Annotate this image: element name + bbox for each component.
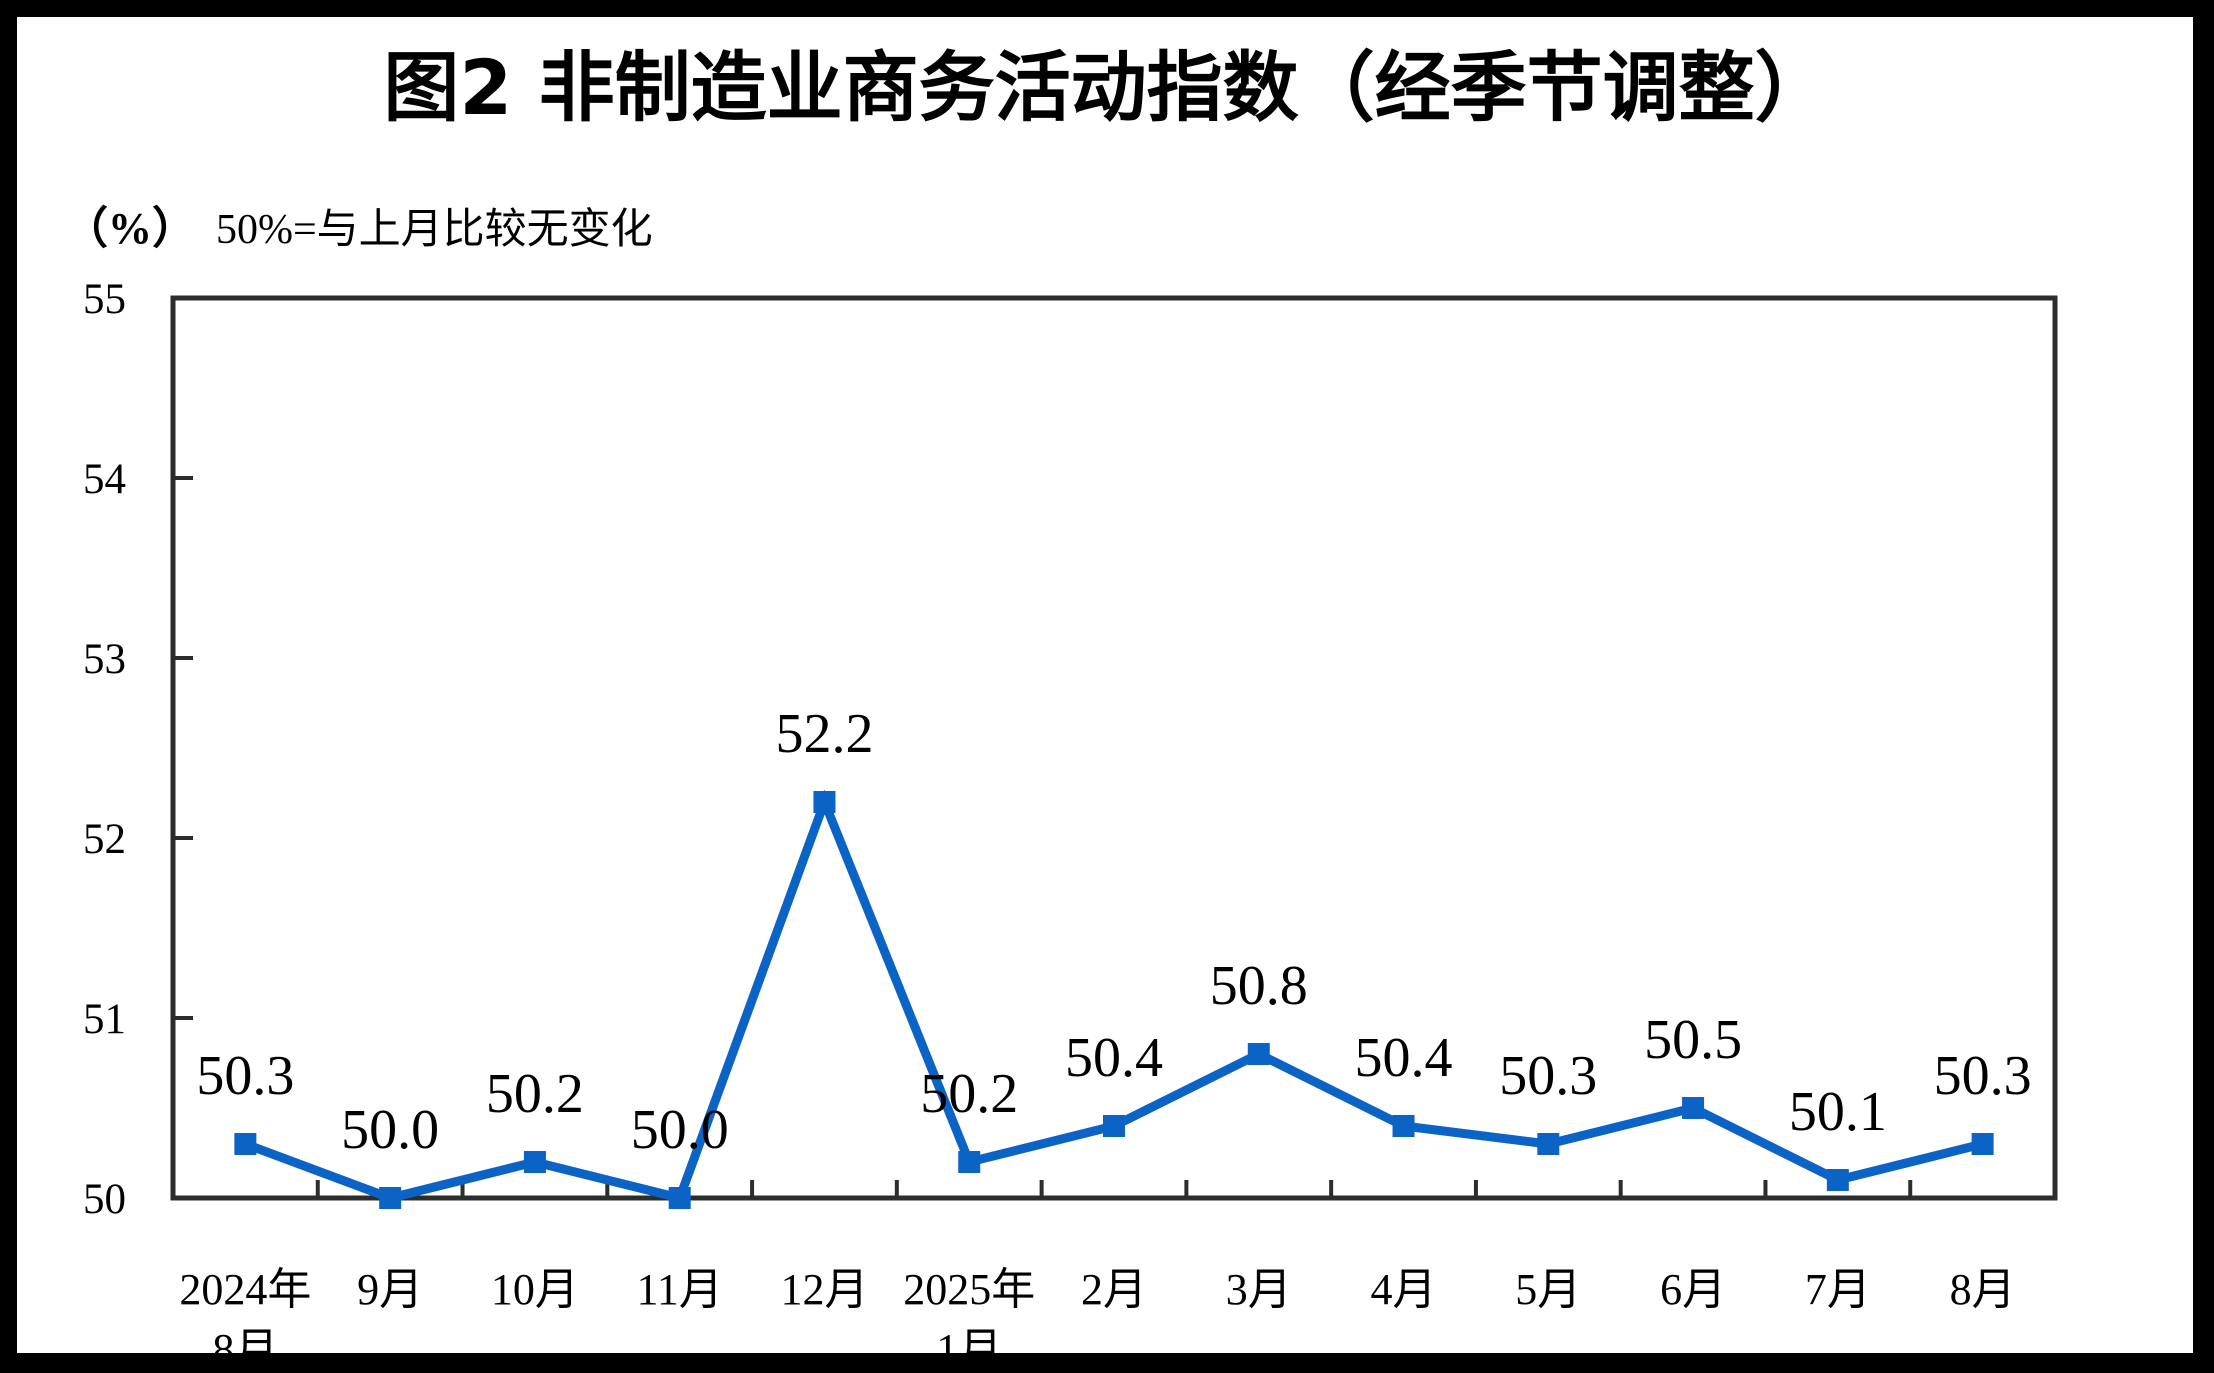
x-axis-tick-label: 2月 — [1081, 1265, 1147, 1314]
chart-title: 图2 非制造业商务活动指数（经季节调整） — [383, 43, 1831, 132]
data-point-marker — [813, 791, 836, 813]
y-axis-tick-label: 53 — [83, 636, 126, 683]
y-axis-unit-label: （%） — [64, 204, 196, 253]
data-point-marker — [1247, 1043, 1270, 1065]
data-label: 50.3 — [1499, 1045, 1597, 1107]
x-axis-tick-label: 2025年 — [903, 1265, 1035, 1314]
y-axis-tick-label: 50 — [83, 1176, 126, 1223]
x-axis-tick-label: 8月 — [1950, 1265, 2016, 1314]
y-axis-tick-label: 54 — [83, 456, 126, 503]
x-axis-tick-label: 5月 — [1515, 1265, 1581, 1314]
x-axis-tick-label: 9月 — [357, 1265, 423, 1314]
data-point-marker — [1971, 1133, 1994, 1155]
data-label: 50.3 — [196, 1045, 294, 1107]
data-point-marker — [379, 1187, 402, 1209]
x-axis-tick-label: 7月 — [1805, 1265, 1871, 1314]
data-point-marker — [234, 1133, 257, 1155]
data-label: 50.5 — [1644, 1009, 1742, 1071]
data-label: 50.4 — [1355, 1027, 1453, 1089]
data-label: 50.8 — [1210, 955, 1308, 1017]
x-axis-tick-label: 3月 — [1226, 1265, 1292, 1314]
y-axis-tick-label: 51 — [83, 996, 126, 1043]
x-axis-tick-label: 10月 — [491, 1265, 579, 1314]
data-label: 50.3 — [1934, 1045, 2032, 1107]
x-axis-tick-label: 2024年 — [179, 1265, 311, 1314]
data-label: 50.0 — [631, 1099, 729, 1161]
y-axis-tick-label: 55 — [83, 276, 126, 323]
x-axis-tick-label: 12月 — [780, 1265, 868, 1314]
x-axis-tick-label: 11月 — [637, 1265, 723, 1314]
data-point-marker — [1826, 1169, 1849, 1191]
data-label: 52.2 — [775, 703, 873, 765]
data-point-marker — [1392, 1115, 1415, 1137]
data-label: 50.2 — [486, 1063, 584, 1125]
data-point-marker — [1682, 1097, 1705, 1119]
series-line — [243, 789, 1984, 1204]
x-axis-tick-label: 4月 — [1371, 1265, 1437, 1314]
reference-note-label: 50%=与上月比较无变化 — [216, 207, 653, 253]
data-label: 50.1 — [1789, 1081, 1887, 1143]
x-axis-tick-label: 8月 — [212, 1325, 278, 1373]
data-label: 50.0 — [341, 1099, 439, 1161]
data-label: 50.4 — [1065, 1027, 1163, 1089]
data-label: 50.2 — [920, 1063, 1018, 1125]
data-point-marker — [1103, 1115, 1125, 1137]
x-axis-tick-label: 1月 — [936, 1325, 1002, 1373]
plot-border — [170, 295, 2058, 1201]
axis-unit-and-note: （%） 50%=与上月比较无变化 — [64, 192, 653, 256]
x-axis-tick-label: 6月 — [1660, 1265, 1726, 1314]
data-point-marker — [1537, 1133, 1560, 1155]
data-point-marker — [668, 1187, 691, 1209]
data-point-marker — [523, 1151, 546, 1173]
data-point-marker — [958, 1151, 981, 1173]
y-axis-tick-label: 52 — [83, 816, 126, 863]
